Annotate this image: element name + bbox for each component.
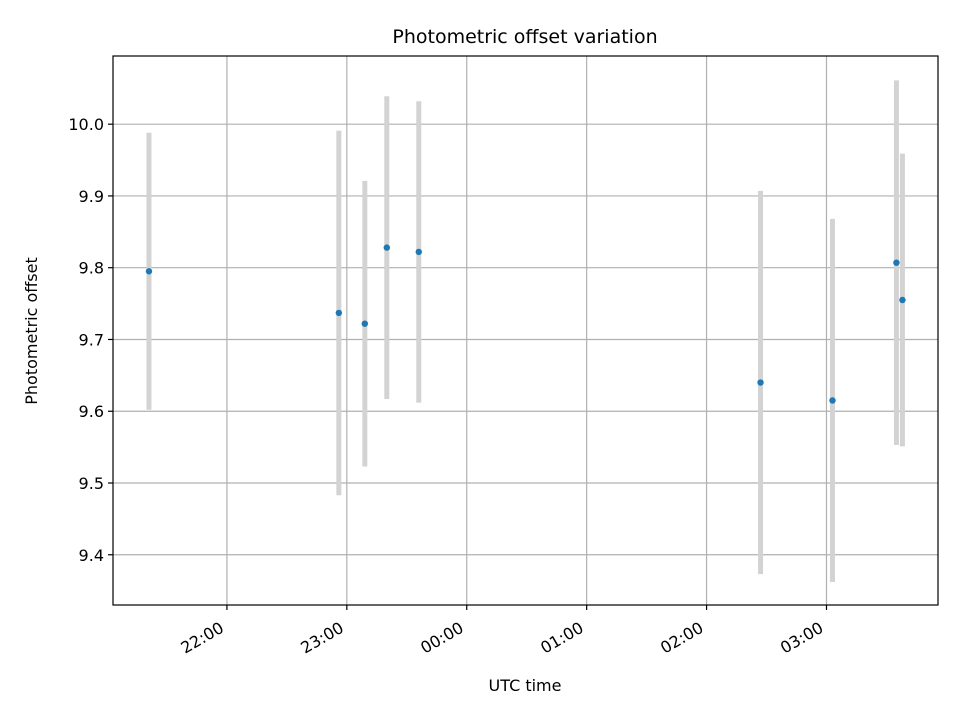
y-tick-label: 9.4 [79, 546, 104, 565]
data-point [757, 379, 764, 386]
y-tick-label: 10.0 [68, 115, 104, 134]
x-axis-title: UTC time [489, 676, 562, 695]
y-tick-label: 9.5 [79, 474, 104, 493]
data-point [899, 296, 906, 304]
data-point [893, 259, 900, 266]
chart-title: Photometric offset variation [392, 26, 657, 48]
y-tick-label: 9.7 [79, 330, 104, 349]
grid [113, 56, 938, 605]
y-tick-label: 9.6 [79, 402, 104, 421]
data-point [361, 320, 369, 327]
y-axis-ticks: 9.4 9.5 9.6 9.7 9.8 9.9 10.0 [68, 115, 113, 565]
data-point [383, 244, 391, 251]
data-point [415, 248, 422, 256]
data-point [145, 268, 153, 275]
y-tick-label: 9.8 [79, 259, 104, 278]
y-axis-title: Photometric offset [22, 257, 41, 405]
data-points [145, 244, 906, 404]
y-tick-label: 9.9 [79, 187, 104, 206]
data-point [335, 309, 343, 317]
data-point [829, 397, 836, 404]
plot-frame [112, 55, 939, 606]
